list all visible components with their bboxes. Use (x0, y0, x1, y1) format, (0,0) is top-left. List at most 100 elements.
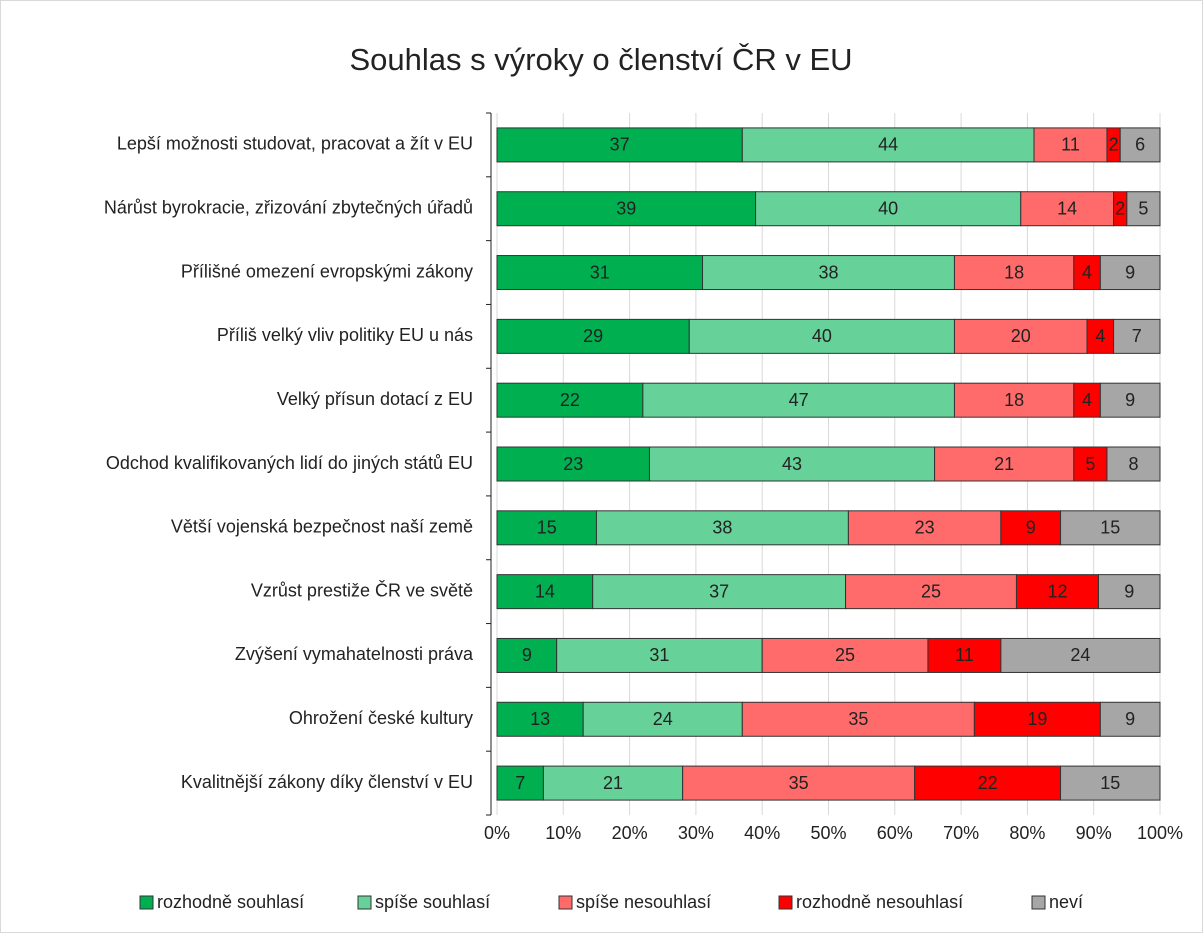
x-tick-label: 70% (943, 823, 979, 843)
data-label: 24 (653, 709, 673, 729)
x-tick-label: 0% (484, 823, 510, 843)
bar-segment (914, 765, 1062, 801)
data-label: 31 (590, 262, 610, 282)
data-label: 15 (537, 518, 557, 538)
data-label: 47 (789, 390, 809, 410)
bar-segment (1099, 382, 1161, 418)
bar-segment (1113, 318, 1161, 354)
legend-label: spíše souhlasí (375, 892, 490, 912)
data-label: 9 (1125, 262, 1135, 282)
data-label: 12 (1047, 581, 1067, 601)
y-tick-label: Velký přísun dotací z EU (277, 389, 473, 409)
y-tick-label: Lepší možnosti studovat, pracovat a žít … (117, 134, 473, 154)
bar-segment (556, 637, 763, 673)
bar-segment (642, 382, 955, 418)
data-label: 35 (789, 773, 809, 793)
bar-segment (1073, 255, 1101, 291)
bar-segment (542, 765, 684, 801)
y-tick-label: Vzrůst prestiže ČR ve světě (251, 579, 473, 600)
y-tick-label: Zvýšení vymahatelnosti práva (235, 644, 474, 664)
data-label: 38 (818, 262, 838, 282)
legend-label: rozhodně souhlasí (157, 892, 304, 912)
bar-segment (496, 382, 644, 418)
bar-segment (1099, 701, 1161, 737)
data-label: 37 (610, 135, 630, 155)
data-label: 19 (1027, 709, 1047, 729)
bar-segment (496, 701, 584, 737)
data-label: 11 (955, 645, 974, 665)
x-tick-label: 30% (678, 823, 714, 843)
y-tick-label: Příliš velký vliv politiky EU u nás (217, 325, 473, 345)
bar-segment (1020, 191, 1115, 227)
bar-segment (1097, 574, 1161, 610)
bar-segment (1119, 127, 1161, 163)
legend-swatch (558, 895, 573, 910)
bar-segment (1060, 765, 1161, 801)
data-label: 23 (915, 518, 935, 538)
bar-segment (1033, 127, 1108, 163)
data-label: 7 (1132, 326, 1142, 346)
legend-swatch (778, 895, 793, 910)
data-label: 25 (921, 581, 941, 601)
legend-label: neví (1049, 892, 1083, 912)
legend-swatch (357, 895, 372, 910)
data-label: 4 (1082, 390, 1092, 410)
data-label: 6 (1135, 135, 1145, 155)
data-label: 9 (1125, 390, 1135, 410)
bar-segment (741, 127, 1035, 163)
bar-segment (1099, 255, 1161, 291)
bar-segment (648, 446, 936, 482)
bar-segment (1000, 510, 1062, 546)
data-label: 4 (1095, 326, 1105, 346)
bar-segment (953, 255, 1075, 291)
data-label: 14 (535, 581, 555, 601)
data-label: 25 (835, 645, 855, 665)
bar-segment (496, 318, 690, 354)
bar-segment (761, 637, 929, 673)
data-label: 9 (1026, 518, 1036, 538)
bar-segment (1015, 574, 1099, 610)
bar-segment (973, 701, 1101, 737)
data-label: 38 (712, 518, 732, 538)
data-label: 9 (1124, 581, 1134, 601)
data-label: 8 (1128, 454, 1138, 474)
data-label: 18 (1004, 390, 1024, 410)
data-label: 15 (1100, 773, 1120, 793)
legend-label: rozhodně nesouhlasí (796, 892, 963, 912)
bar-segment (496, 510, 597, 546)
bar-segment (741, 701, 975, 737)
bar-segment (1000, 637, 1161, 673)
y-tick-label: Kvalitnější zákony díky členství v EU (181, 772, 473, 792)
chart-title: Souhlas s výroky o členství ČR v EU (349, 42, 852, 77)
y-tick-label: Odchod kvalifikovaných lidí do jiných st… (106, 453, 473, 473)
data-label: 20 (1011, 326, 1031, 346)
data-label: 4 (1082, 262, 1092, 282)
x-tick-label: 100% (1137, 823, 1183, 843)
data-label: 22 (560, 390, 580, 410)
data-label: 5 (1138, 198, 1148, 218)
data-label: 44 (878, 135, 898, 155)
bar-segment (496, 127, 743, 163)
bar-segment (847, 510, 1002, 546)
bar-segment (845, 574, 1017, 610)
data-label: 14 (1057, 198, 1077, 218)
y-tick-label: Ohrožení české kultury (289, 708, 473, 728)
data-label: 2 (1115, 198, 1125, 218)
bar-segment (1086, 318, 1115, 354)
x-tick-label: 20% (612, 823, 648, 843)
bar-segment (682, 765, 916, 801)
x-tick-label: 50% (810, 823, 846, 843)
legend-swatch (139, 895, 154, 910)
legend-swatch (1031, 895, 1046, 910)
data-label: 40 (812, 326, 832, 346)
y-tick-label: Přílišné omezení evropskými zákony (181, 261, 473, 281)
bar-segment (1073, 382, 1101, 418)
data-label: 22 (978, 773, 998, 793)
x-tick-label: 10% (545, 823, 581, 843)
bar-segment (496, 574, 594, 610)
bar-segment (496, 446, 650, 482)
data-label: 31 (649, 645, 669, 665)
x-tick-label: 90% (1076, 823, 1112, 843)
data-label: 21 (603, 773, 623, 793)
